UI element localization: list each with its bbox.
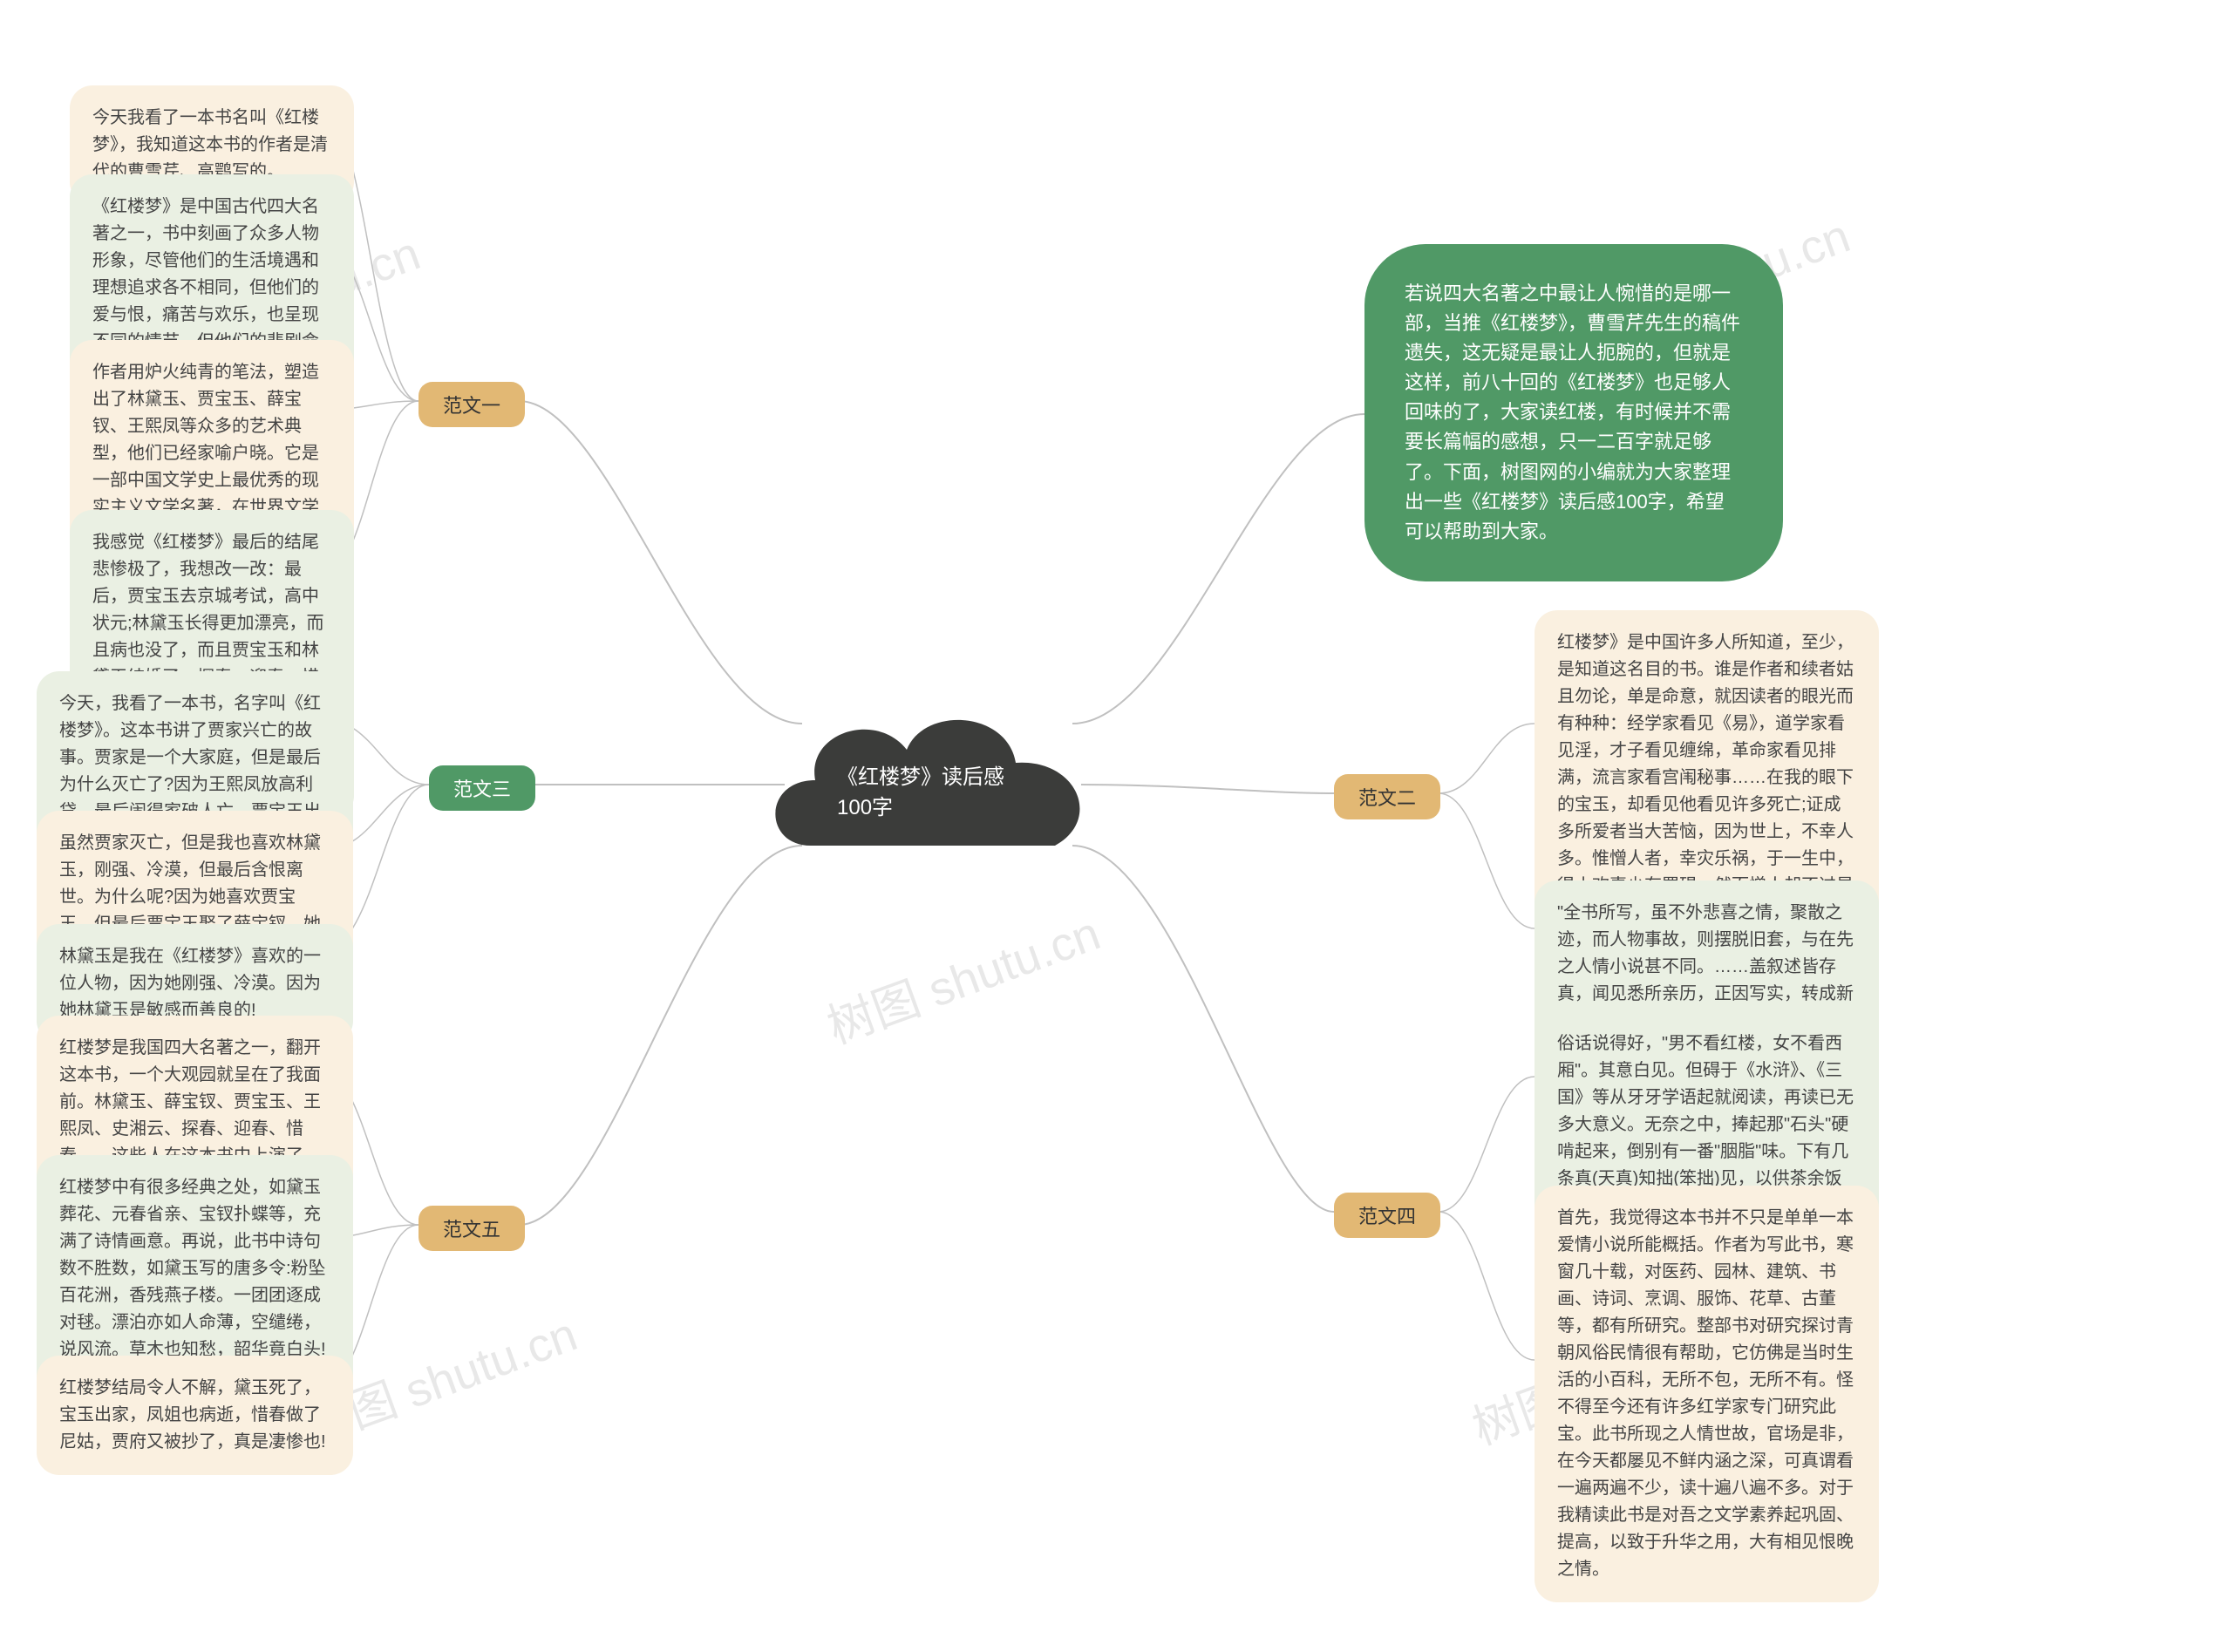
- branch-fan4: 范文四: [1334, 1193, 1440, 1238]
- leaf-f5-3: 红楼梦结局令人不解，黛玉死了，宝玉出家，凤姐也病逝，惜春做了尼姑，贾府又被抄了，…: [37, 1356, 353, 1475]
- leaf-f4-2: 首先，我觉得这本书并不只是单单一本爱情小说所能概括。作者为写此书，寒窗几十载，对…: [1534, 1186, 1879, 1602]
- branch-fan1: 范文一: [418, 382, 525, 427]
- watermark: 树图 shutu.cn: [816, 894, 1107, 1057]
- branch-fan2: 范文二: [1334, 774, 1440, 819]
- intro-node: 若说四大名著之中最让人惋惜的是哪一部，当推《红楼梦》，曹雪芹先生的稿件遗失，这无…: [1364, 244, 1783, 581]
- center-cloud: 《红楼梦》读后感100字: [745, 663, 1112, 907]
- center-title: 《红楼梦》读后感100字: [837, 759, 1020, 820]
- branch-fan3: 范文三: [429, 765, 535, 811]
- branch-fan5: 范文五: [418, 1206, 525, 1251]
